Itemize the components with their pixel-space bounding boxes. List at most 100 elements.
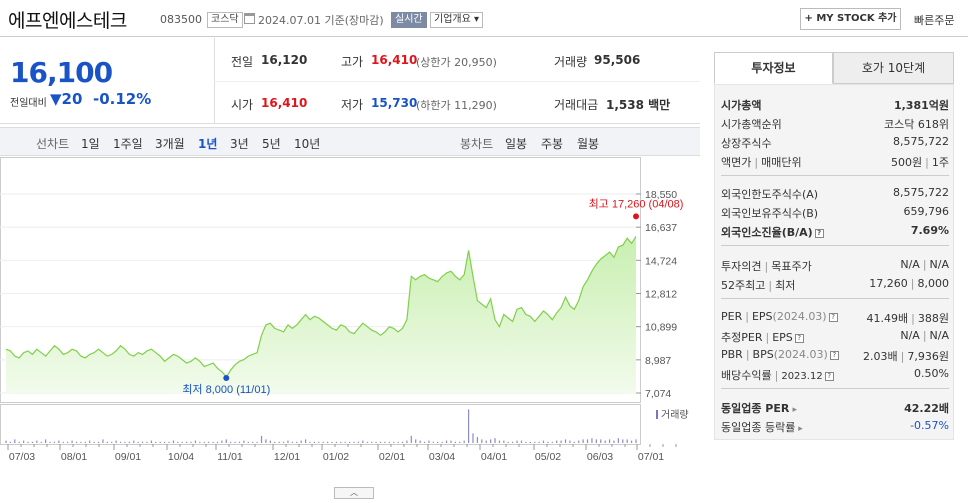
volume-bar xyxy=(111,441,113,443)
volume-bar xyxy=(630,440,633,443)
volume-bar xyxy=(247,441,249,443)
volume-bar xyxy=(542,440,545,443)
y-tick-label: 10,899 xyxy=(645,322,677,334)
expand-toggle-button[interactable]: ︿ xyxy=(334,487,374,499)
volume-bar xyxy=(199,441,201,443)
volume-bar xyxy=(423,441,426,443)
volume-bar xyxy=(89,440,91,443)
volume-bar xyxy=(349,441,351,443)
price-chart-svg: 18,550 16,637 14,724 12,812 10,899 8,987 7,074… xyxy=(0,157,689,463)
volume-bar xyxy=(340,441,342,443)
volume-bar xyxy=(300,440,302,443)
volume-bar xyxy=(318,441,320,443)
market-tag: 코스닥 xyxy=(207,12,243,28)
candle-chart-label: 봉차트 xyxy=(460,137,494,151)
volume-bar xyxy=(428,440,430,443)
chart-frame xyxy=(0,157,641,403)
low-annotation: 최저 8,000 (11/01) xyxy=(182,383,270,396)
add-my-stock-button[interactable]: + MY STOCK 추가 xyxy=(800,8,901,30)
volume-bar xyxy=(512,441,514,443)
volume-bar xyxy=(322,441,324,443)
volume-bar xyxy=(410,435,412,443)
x-tick-label: 04/01 xyxy=(481,451,507,463)
tab-period-3m[interactable]: 3개월 xyxy=(155,137,185,151)
volume-bar xyxy=(371,441,373,443)
volume-bar xyxy=(604,440,606,443)
prev-close-value: 16,120 xyxy=(261,53,308,67)
tab-period-1w[interactable]: 1주일 xyxy=(113,137,143,151)
change-value: ▼20 xyxy=(50,90,83,108)
y-tick-label: 14,724 xyxy=(645,255,677,267)
tab-order-book[interactable]: 호가 10단계 xyxy=(833,52,954,84)
volume-bar xyxy=(401,441,404,443)
volume-bar xyxy=(296,441,298,443)
volume-bar xyxy=(40,441,42,443)
prev-close-label: 전일 xyxy=(231,55,254,69)
company-info-button[interactable]: 기업개요 ▾ xyxy=(430,12,483,28)
period-selector: 선차트 1일 1주일 3개월 1년 3년 5년 10년 봉차트 일봉 주봉 월봉 xyxy=(0,127,700,156)
volume-bar xyxy=(569,440,571,443)
volume-label: 거래량 xyxy=(554,55,588,69)
volume-bar xyxy=(164,441,166,443)
tab-candle-weekly[interactable]: 주봉 xyxy=(541,137,564,151)
volume-bar xyxy=(49,441,51,443)
volume-legend-label: 거래량 xyxy=(661,409,689,421)
volume-bar xyxy=(119,441,122,443)
volume-bar xyxy=(600,439,602,443)
volume-bar xyxy=(146,441,148,443)
y-tick-label: 18,550 xyxy=(645,189,677,201)
amount-label: 거래대금 xyxy=(554,98,599,112)
volume-bar xyxy=(141,441,144,443)
y-tick-label: 7,074 xyxy=(645,388,671,400)
volume-bar xyxy=(525,441,527,443)
volume-bar xyxy=(106,441,108,443)
open-value: 16,410 xyxy=(261,96,308,110)
price-area xyxy=(6,236,636,393)
volume-bar xyxy=(503,440,505,443)
volume-bar xyxy=(353,441,355,443)
volume-bar xyxy=(617,438,619,443)
divider xyxy=(721,175,949,176)
volume-bar xyxy=(238,441,241,443)
change-label: 전일대비 xyxy=(10,98,47,109)
x-tick-label: 01/02 xyxy=(323,451,349,463)
volume-bar xyxy=(115,440,117,443)
volume-bar xyxy=(560,440,562,443)
volume-bar xyxy=(327,441,329,443)
tab-investment-info[interactable]: 투자정보 xyxy=(714,52,833,84)
volume-bar xyxy=(31,441,34,443)
volume-bar xyxy=(97,441,100,443)
tab-period-10y[interactable]: 10년 xyxy=(294,137,321,151)
tab-period-1y[interactable]: 1년 xyxy=(198,137,218,151)
volume-bar xyxy=(260,435,263,443)
volume-bar xyxy=(150,440,152,443)
volume-bar xyxy=(419,440,421,443)
volume-bar xyxy=(366,441,368,443)
volume-bar xyxy=(282,441,285,443)
current-price: 16,100 xyxy=(10,56,113,89)
volume-bar xyxy=(14,439,16,443)
tab-period-5y[interactable]: 5년 xyxy=(262,137,281,151)
tab-candle-daily[interactable]: 일봉 xyxy=(505,137,528,151)
tab-period-3y[interactable]: 3년 xyxy=(230,137,249,151)
volume-bar xyxy=(384,441,386,443)
low-point xyxy=(223,374,230,381)
x-tick-label: 12/01 xyxy=(274,451,300,463)
x-tick-label: 09/01 xyxy=(115,451,141,463)
volume-bar xyxy=(256,441,258,443)
stock-name: 에프엔에스테크 xyxy=(8,10,127,32)
volume-bar xyxy=(287,440,289,443)
quick-order-button[interactable]: 빠른주문 xyxy=(914,14,955,27)
lower-limit: (하한가 11,290) xyxy=(416,99,497,112)
tab-candle-monthly[interactable]: 월봉 xyxy=(577,137,600,151)
volume-bar xyxy=(67,441,69,443)
tab-period-1d[interactable]: 1일 xyxy=(81,137,100,151)
investment-info-panel: 시가총액 1,381억원 시가총액순위 코스닥 618위 상장주식수 8,575,72… xyxy=(714,84,954,440)
high-label: 고가 xyxy=(341,55,364,69)
volume-bar xyxy=(481,439,483,443)
volume-bar xyxy=(265,439,267,443)
volume-bar xyxy=(357,441,360,443)
y-tick-label: 12,812 xyxy=(645,289,677,301)
divider xyxy=(214,81,700,82)
volume-bar xyxy=(445,440,448,443)
